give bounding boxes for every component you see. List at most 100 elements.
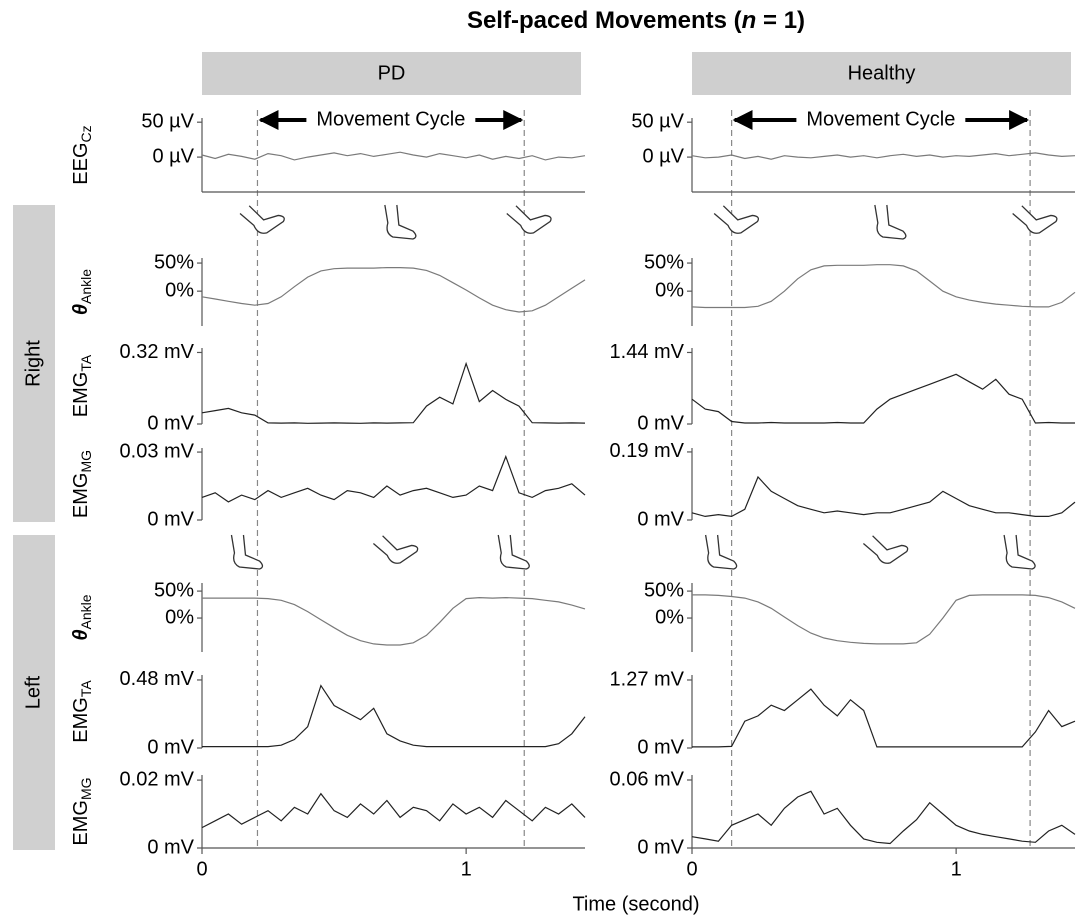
row-label: EMGTA bbox=[70, 680, 93, 743]
foot-icon bbox=[1012, 205, 1058, 234]
foot-shape bbox=[862, 535, 909, 564]
trace bbox=[202, 684, 586, 748]
trace bbox=[201, 792, 586, 829]
y-tick-label: 50 µV bbox=[141, 110, 194, 132]
title-var: n bbox=[742, 7, 757, 34]
cycle-label: Movement Cycle bbox=[806, 108, 955, 130]
y-tick-label: 0 mV bbox=[637, 836, 684, 858]
foot-icon bbox=[372, 535, 419, 564]
trace bbox=[201, 361, 586, 424]
row-label-main: EMG bbox=[70, 473, 92, 519]
row-label-sub: Ankle bbox=[78, 594, 94, 629]
foot-icon bbox=[384, 204, 417, 240]
trace bbox=[691, 373, 1075, 424]
foot-shape bbox=[704, 534, 738, 570]
trace bbox=[692, 594, 1076, 645]
foot-shape bbox=[1003, 534, 1036, 570]
side-label: Right bbox=[22, 340, 44, 387]
row-label-main: θ bbox=[70, 304, 92, 315]
foot-shape bbox=[384, 204, 417, 240]
y-tick-label: 50% bbox=[644, 251, 684, 273]
row-label: EMGMG bbox=[70, 450, 93, 518]
row-label: θAnkle bbox=[70, 269, 93, 315]
row-label-main: EMG bbox=[70, 697, 92, 743]
y-tick-label: 0 mV bbox=[147, 508, 194, 530]
side-box bbox=[13, 205, 55, 522]
y-tick-label: 0.19 mV bbox=[610, 440, 685, 462]
x-tick-label: 0 bbox=[196, 858, 207, 880]
cycle-label: Movement Cycle bbox=[316, 108, 465, 130]
column-header bbox=[202, 52, 581, 95]
foot-icon bbox=[506, 205, 552, 234]
y-tick-label: 1.27 mV bbox=[610, 668, 685, 690]
row-label-sub: TA bbox=[78, 354, 94, 372]
row-label: EMGTA bbox=[70, 354, 93, 417]
foot-icon bbox=[239, 205, 285, 234]
trace bbox=[691, 790, 1076, 845]
y-tick-label: 0 mV bbox=[637, 736, 684, 758]
trace bbox=[692, 688, 1076, 748]
row-label-main: θ bbox=[70, 629, 92, 640]
x-tick-label: 0 bbox=[686, 858, 697, 880]
row-label-sub: MG bbox=[78, 777, 94, 800]
column-header bbox=[692, 52, 1071, 95]
row-label: EMGMG bbox=[70, 777, 93, 845]
foot-icon bbox=[713, 205, 760, 234]
side-label: Left bbox=[22, 675, 44, 709]
foot-shape bbox=[497, 534, 530, 570]
trace bbox=[201, 454, 586, 503]
trace bbox=[691, 152, 1076, 160]
figure-title: Self-paced Movements (n = 1) bbox=[467, 7, 805, 34]
y-tick-label: 50% bbox=[154, 251, 194, 273]
y-tick-label: 0.02 mV bbox=[120, 768, 195, 790]
row-label: EEGCz bbox=[70, 125, 93, 184]
y-tick-label: 0 mV bbox=[637, 412, 684, 434]
y-tick-label: 0% bbox=[165, 279, 194, 301]
row-label-sub: Ankle bbox=[78, 269, 94, 304]
row-label-sub: MG bbox=[78, 450, 94, 473]
row-label: θAnkle bbox=[70, 594, 93, 640]
y-tick-label: 0 mV bbox=[147, 736, 194, 758]
y-tick-label: 50% bbox=[644, 579, 684, 601]
title-text: Self-paced Movements ( bbox=[467, 7, 742, 34]
y-tick-label: 0 mV bbox=[147, 836, 194, 858]
y-tick-label: 0.03 mV bbox=[120, 440, 195, 462]
y-tick-label: 1.44 mV bbox=[610, 341, 685, 363]
trace bbox=[691, 264, 1076, 309]
column-label: PD bbox=[378, 62, 406, 84]
y-tick-label: 0% bbox=[655, 606, 684, 628]
foot-icon bbox=[874, 204, 907, 240]
foot-shape bbox=[239, 205, 285, 234]
side-box bbox=[13, 535, 55, 850]
foot-shape bbox=[372, 535, 419, 564]
row-label-main: EMG bbox=[70, 372, 92, 418]
title-rest: = 1) bbox=[756, 7, 805, 34]
x-axis-label: Time (second) bbox=[572, 893, 699, 915]
y-tick-label: 0.32 mV bbox=[120, 341, 195, 363]
foot-icon bbox=[862, 535, 909, 564]
foot-shape bbox=[713, 205, 760, 234]
trace bbox=[691, 475, 1076, 518]
trace bbox=[201, 151, 586, 161]
foot-icon bbox=[497, 534, 530, 570]
y-tick-label: 0.48 mV bbox=[120, 668, 195, 690]
x-tick-label: 1 bbox=[951, 858, 962, 880]
row-label-main: EEG bbox=[70, 142, 92, 184]
foot-icon bbox=[230, 534, 264, 570]
y-tick-label: 0 µV bbox=[152, 145, 194, 167]
column-label: Healthy bbox=[848, 62, 916, 84]
row-label-sub: TA bbox=[78, 680, 94, 698]
y-tick-label: 0 mV bbox=[637, 508, 684, 530]
y-tick-label: 0% bbox=[165, 606, 194, 628]
y-tick-label: 50% bbox=[154, 579, 194, 601]
y-tick-label: 0.06 mV bbox=[610, 768, 685, 790]
foot-shape bbox=[230, 534, 264, 570]
row-label-sub: Cz bbox=[78, 125, 94, 142]
trace bbox=[201, 267, 586, 313]
y-tick-label: 0 mV bbox=[147, 412, 194, 434]
row-label-main: EMG bbox=[70, 800, 92, 846]
foot-icon bbox=[704, 534, 738, 570]
foot-shape bbox=[506, 205, 552, 234]
foot-shape bbox=[874, 204, 907, 240]
